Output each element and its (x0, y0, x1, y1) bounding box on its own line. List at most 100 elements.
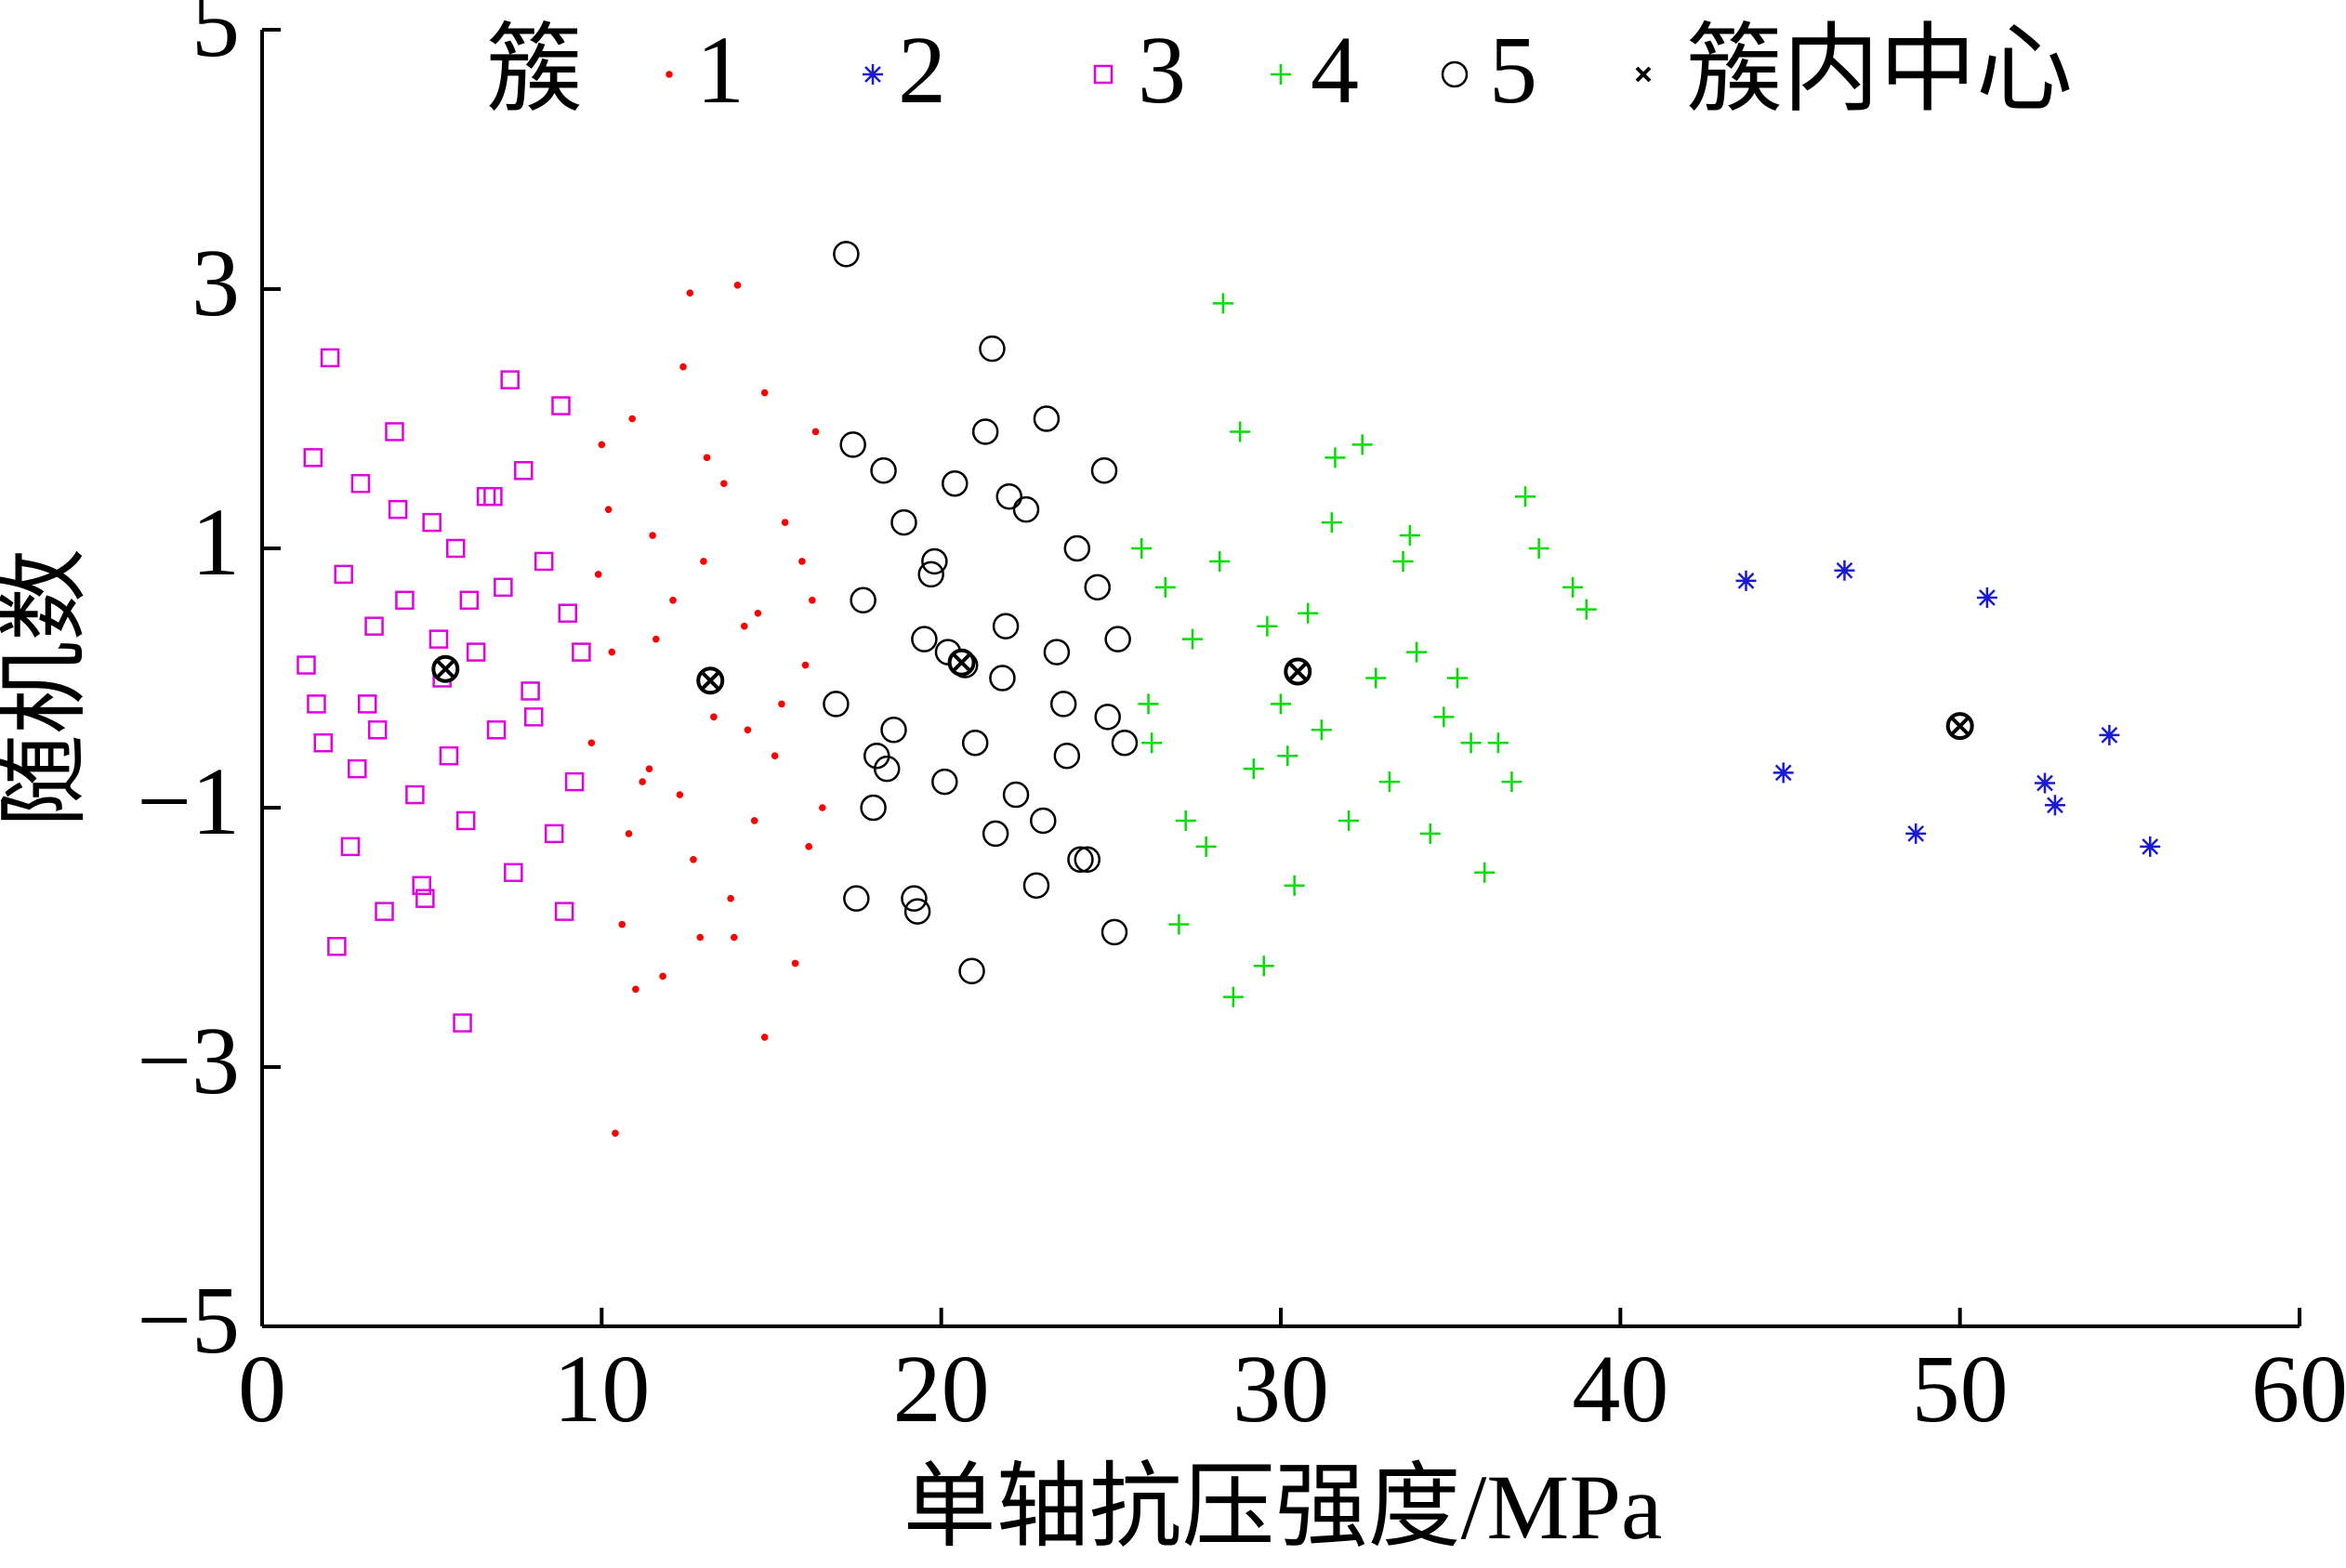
point (340, 837, 361, 857)
circle (1030, 807, 1057, 835)
plus (1277, 745, 1298, 767)
point (1298, 602, 1319, 624)
y-tick-label: 1 (191, 489, 240, 596)
point (992, 613, 1020, 639)
dot (760, 1034, 769, 1041)
point (534, 551, 554, 572)
point (1002, 781, 1030, 809)
dot (760, 389, 769, 397)
square (320, 348, 340, 368)
point (598, 441, 606, 449)
dot (727, 894, 734, 903)
square (388, 499, 408, 520)
point (754, 609, 762, 617)
point (358, 694, 377, 714)
point (551, 396, 571, 415)
point (781, 519, 789, 526)
plus (1311, 719, 1332, 741)
square (554, 902, 574, 921)
plus (1243, 758, 1264, 780)
point (1043, 639, 1071, 665)
star (2140, 836, 2161, 857)
dot (696, 933, 705, 942)
dot (618, 920, 626, 929)
dot (720, 480, 728, 488)
dot (598, 441, 606, 449)
circle (823, 691, 850, 718)
plus (1501, 771, 1522, 793)
square (1093, 64, 1114, 85)
point (798, 558, 806, 565)
point (1446, 667, 1468, 689)
point (486, 720, 507, 740)
square (476, 486, 496, 507)
square (558, 603, 578, 623)
plus (1338, 810, 1360, 831)
point (1406, 641, 1428, 663)
point (395, 590, 415, 611)
point (1321, 512, 1342, 534)
point (771, 752, 779, 759)
plus (1433, 706, 1455, 728)
dot (645, 765, 653, 772)
point (476, 486, 496, 507)
point (995, 482, 1022, 510)
dot (801, 661, 810, 669)
point (911, 626, 938, 652)
point (710, 713, 718, 721)
plus (1257, 615, 1278, 637)
circle (863, 742, 890, 770)
circle (979, 335, 1006, 362)
point (1067, 846, 1094, 874)
circle (1067, 846, 1094, 874)
circle (931, 768, 958, 796)
point (639, 778, 646, 785)
circle (1053, 742, 1081, 770)
dot (811, 428, 820, 436)
point (1063, 534, 1091, 562)
plus (1131, 538, 1153, 559)
x-axis-label: 单轴抗压强度/MPa (903, 1456, 1663, 1559)
legend-label: 1 (696, 17, 745, 124)
point (863, 742, 890, 770)
circle (870, 457, 897, 484)
point (367, 720, 388, 740)
circle (1090, 457, 1118, 484)
x-tick-label: 20 (893, 1336, 990, 1443)
point (833, 241, 860, 268)
plus (1212, 293, 1233, 314)
square (405, 784, 425, 805)
circle (1043, 639, 1071, 665)
star (1834, 560, 1855, 581)
square (358, 694, 377, 714)
point (303, 448, 323, 468)
point (348, 758, 367, 779)
point (850, 586, 876, 614)
x-tick-label: 50 (1912, 1336, 2009, 1443)
point (1392, 550, 1414, 572)
square (313, 733, 334, 753)
point (645, 765, 653, 772)
point (1053, 742, 1081, 770)
star (1976, 587, 1997, 609)
plus (1253, 955, 1274, 977)
plus (1230, 421, 1251, 442)
square (439, 745, 459, 766)
plus (1575, 599, 1597, 620)
dot (632, 985, 639, 994)
legend-label: 2 (898, 17, 946, 124)
legend-title: 簇 (486, 17, 583, 124)
point (1168, 914, 1190, 935)
point (422, 512, 442, 533)
square (514, 461, 534, 481)
point (612, 1129, 619, 1137)
square (395, 590, 415, 611)
circle (982, 820, 1009, 848)
x-tick-label: 60 (2251, 1336, 2346, 1443)
x (952, 652, 972, 673)
plus (1138, 693, 1159, 715)
circle (1101, 918, 1128, 946)
circle (839, 431, 866, 458)
point (375, 902, 394, 921)
square (455, 810, 476, 831)
